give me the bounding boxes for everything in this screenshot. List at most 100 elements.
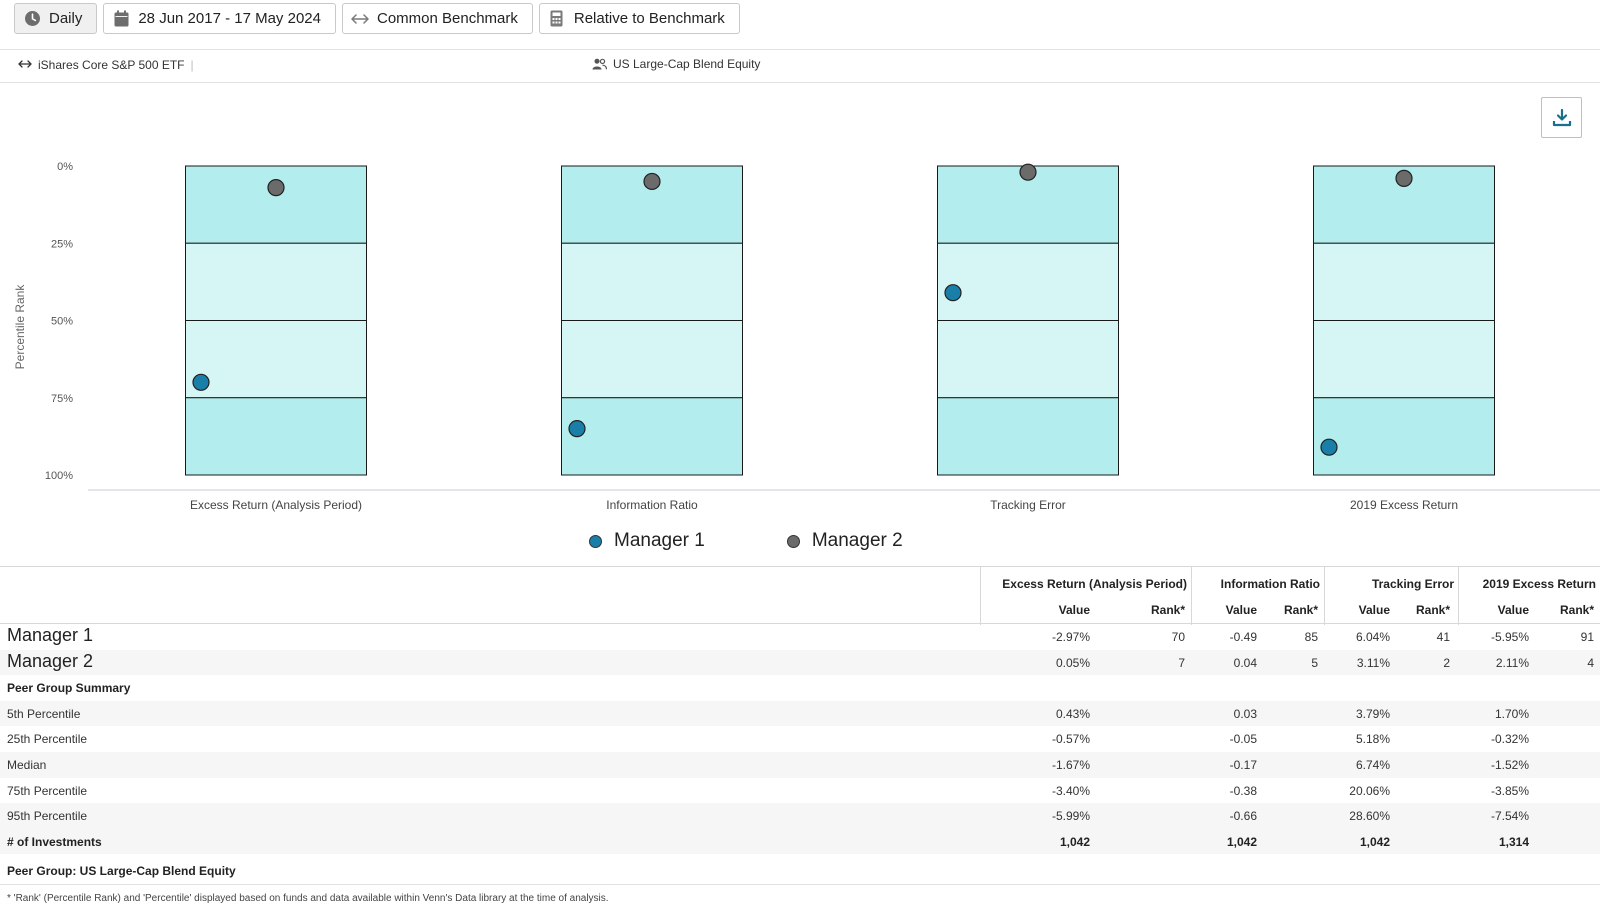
- row-label: Peer Group Summary: [7, 681, 131, 696]
- table-cell: -0.32%: [1490, 732, 1529, 747]
- row-label: 25th Percentile: [7, 732, 88, 747]
- quartile-band: [185, 320, 367, 399]
- column-header-rank[interactable]: Rank*: [1559, 603, 1594, 617]
- quartile-band: [937, 320, 1119, 399]
- table-cell: 0.04: [1233, 655, 1257, 670]
- table-cell: 3.11%: [1356, 655, 1390, 670]
- table-cell: -5.95%: [1490, 630, 1529, 644]
- chart-legend: Manager 1 Manager 2: [589, 530, 985, 552]
- column-header-rank[interactable]: Rank*: [1150, 603, 1185, 617]
- y-tick-label: 50%: [51, 316, 73, 328]
- table-row-manager-2: Manager 2 0.05% 7 0.04 5 3.11% 2 2.11% 4: [0, 649, 1600, 676]
- date-range-label: 28 Jun 2017 - 17 May 2024: [138, 10, 321, 27]
- table-cell: 1,042: [1359, 834, 1390, 849]
- y-tick-label: 0%: [57, 161, 73, 173]
- table-cell: -1.52%: [1490, 757, 1529, 772]
- table-body: Manager 1 -2.97% 70 -0.49 85 6.04% 41 -5.95% 91 M…: [0, 624, 1600, 855]
- table-cell: 41: [1436, 630, 1450, 644]
- manager-1-point: [568, 420, 586, 438]
- benchmark-info: iShares Core S&P 500 ETF |: [18, 57, 194, 72]
- date-range-button[interactable]: 28 Jun 2017 - 17 May 2024: [103, 3, 336, 34]
- quartile-band: [1313, 397, 1495, 476]
- frequency-button[interactable]: Daily: [14, 3, 98, 34]
- quartile-band: [561, 320, 743, 399]
- column-group-title: 2019 Excess Return: [1482, 577, 1596, 591]
- column-header-value[interactable]: Value: [1058, 603, 1090, 617]
- table-cell: 20.06%: [1349, 783, 1390, 798]
- toolbar: Daily 28 Jun 2017 - 17 May 2024 Common B…: [14, 3, 740, 34]
- peer-group-footer: Peer Group: US Large-Cap Blend Equity: [7, 864, 236, 878]
- table-cell: 5: [1311, 655, 1318, 670]
- y-tick-label: 25%: [51, 238, 73, 250]
- arrows-horizontal-icon: [351, 10, 369, 28]
- y-tick-label: 100%: [45, 470, 73, 482]
- quartile-band: [185, 397, 367, 476]
- column-group: Information Ratio: [1191, 567, 1324, 625]
- table-cell: 0.43%: [1055, 706, 1090, 721]
- quartile-band: [561, 397, 743, 476]
- table-cell: -7.54%: [1490, 809, 1529, 824]
- table-cell: 91: [1580, 630, 1594, 644]
- table-cell: -2.97%: [1051, 630, 1090, 644]
- table-cell: 7: [1178, 655, 1185, 670]
- row-label: # of Investments: [7, 834, 102, 849]
- table-row: 95th Percentile -5.99% -0.66 28.60% -7.54%: [0, 803, 1600, 829]
- quartile-band: [937, 242, 1119, 321]
- column-header-value[interactable]: Value: [1358, 603, 1390, 617]
- column-header-rank[interactable]: Rank*: [1283, 603, 1318, 617]
- table-cell: 6.74%: [1355, 757, 1390, 772]
- download-icon: [1552, 108, 1571, 126]
- table-header: Excess Return (Analysis Period) Informat…: [0, 566, 1600, 625]
- table-cell: -3.40%: [1051, 783, 1090, 798]
- divider: [0, 884, 1600, 885]
- quartile-band: [561, 242, 743, 321]
- quartile-band: [185, 242, 367, 321]
- column-header-rank[interactable]: Rank*: [1415, 603, 1450, 617]
- relative-button[interactable]: Relative to Benchmark: [538, 3, 740, 34]
- divider: [0, 82, 1600, 83]
- table-cell: -0.05: [1229, 732, 1257, 747]
- manager-2-point: [1019, 163, 1037, 181]
- table-cell: 0.03: [1233, 706, 1257, 721]
- column-header-value[interactable]: Value: [1225, 603, 1257, 617]
- table-cell: 4: [1587, 655, 1594, 670]
- manager-2-point: [267, 179, 285, 197]
- manager-1-point: [1320, 438, 1338, 456]
- table-row-manager-1: Manager 1 -2.97% 70 -0.49 85 6.04% 41 -5.95% 91: [0, 624, 1600, 650]
- column-group-title: Information Ratio: [1220, 577, 1320, 591]
- legend-marker: [786, 534, 800, 548]
- table-row-count: # of Investments 1,042 1,042 1,042 1,314: [0, 828, 1600, 855]
- y-axis-label: Percentile Rank: [13, 284, 27, 370]
- table-cell: 70: [1171, 630, 1185, 644]
- table-cell: -0.49: [1229, 630, 1257, 644]
- manager-2-point: [643, 172, 661, 191]
- clock-icon: [23, 10, 41, 28]
- table-cell: 1.70%: [1494, 706, 1529, 721]
- x-category-label: 2019 Excess Return: [1350, 498, 1458, 512]
- benchmark-mode-button[interactable]: Common Benchmark: [341, 3, 533, 34]
- x-category-label: Tracking Error: [990, 498, 1066, 512]
- table-cell: 3.79%: [1355, 706, 1390, 721]
- arrows-horizontal-icon: [18, 57, 32, 72]
- quartile-band: [937, 397, 1119, 476]
- legend-item-manager-1[interactable]: Manager 1: [589, 530, 705, 552]
- manager-1-point: [192, 373, 210, 391]
- table-row: 25th Percentile -0.57% -0.05 5.18% -0.32%: [0, 726, 1600, 752]
- quartile-band: [1313, 242, 1495, 321]
- table-cell: -0.66: [1229, 809, 1257, 824]
- peer-group-name: US Large-Cap Blend Equity: [613, 57, 761, 71]
- table-cell: 2: [1443, 655, 1450, 670]
- download-button[interactable]: [1541, 97, 1582, 138]
- table-row: Median -1.67% -0.17 6.74% -1.52%: [0, 751, 1600, 778]
- manager-1-point: [944, 284, 962, 302]
- row-label: 95th Percentile: [7, 809, 88, 824]
- table-cell: 6.04%: [1355, 630, 1390, 644]
- column-group: Tracking Error: [1324, 567, 1458, 625]
- legend-item-manager-2[interactable]: Manager 2: [786, 530, 903, 552]
- row-label: Manager 2: [7, 650, 94, 671]
- x-category-label: Information Ratio: [606, 498, 698, 512]
- frequency-label: Daily: [49, 10, 83, 27]
- column-group-title: Excess Return (Analysis Period): [1002, 577, 1187, 591]
- column-header-value[interactable]: Value: [1497, 603, 1529, 617]
- row-label: Manager 1: [7, 625, 94, 645]
